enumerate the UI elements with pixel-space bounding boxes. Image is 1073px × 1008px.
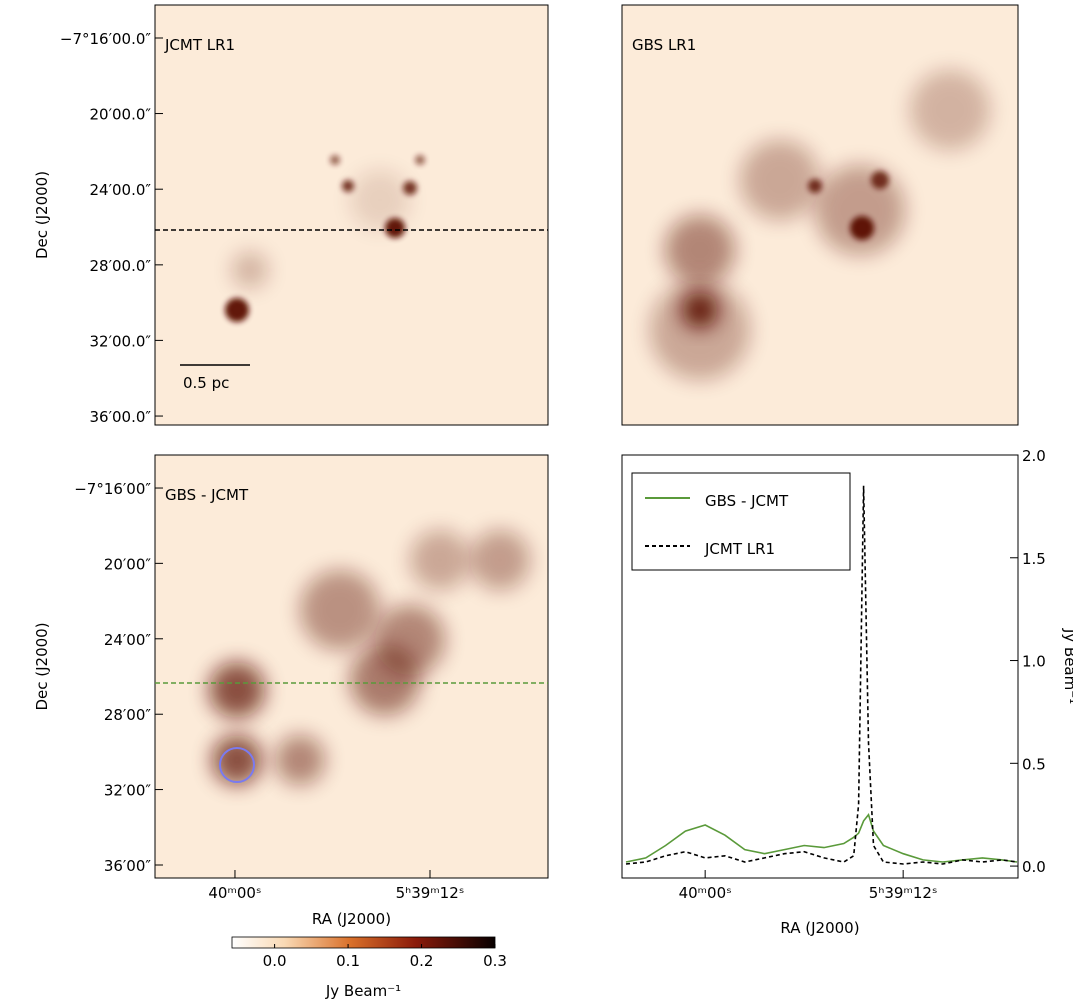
y-tick-label: 0.0 <box>1022 858 1046 876</box>
emission-blob <box>275 735 325 785</box>
image-background <box>155 5 548 425</box>
y-axis-label: Dec (J2000) <box>33 171 51 259</box>
y-tick-label: −7°16′00″ <box>74 480 151 498</box>
x-axis-label: RA (J2000) <box>312 910 391 928</box>
image-background <box>155 455 548 878</box>
y-tick-label: −7°16′00.0″ <box>60 30 152 48</box>
emission <box>225 155 425 322</box>
emission-blob <box>815 165 905 255</box>
y-tick-label: 32′00″ <box>104 782 152 800</box>
series-line <box>625 813 1018 863</box>
emission-blob <box>415 155 425 165</box>
panel-label: GBS LR1 <box>632 36 696 54</box>
colorbar-tick-label: 0.2 <box>410 952 434 970</box>
panel-label: JCMT LR1 <box>164 36 235 54</box>
emission-blob <box>375 605 445 675</box>
image-frame <box>154 454 549 879</box>
emission-blob <box>330 155 340 165</box>
image-frame <box>154 4 549 426</box>
y-axis-label: Jy Beam⁻¹ <box>1061 628 1073 704</box>
y-tick-label: 32′00.0″ <box>90 332 152 350</box>
y-tick-label: 2.0 <box>1022 447 1046 465</box>
y-tick-label: 0.5 <box>1022 755 1046 773</box>
emission <box>209 530 530 785</box>
emission-blob <box>665 215 735 285</box>
colorbar-tick-label: 0.1 <box>336 952 360 970</box>
y-axis-label: Dec (J2000) <box>33 622 51 710</box>
emission-blob <box>212 735 262 785</box>
y-tick-label: 36′00.0″ <box>90 408 152 426</box>
emission-blob <box>209 662 265 718</box>
y-tick-label: 24′00.0″ <box>90 181 152 199</box>
colorbar-label: Jy Beam⁻¹ <box>325 982 401 1000</box>
emission-blob <box>650 280 750 380</box>
legend-label: JCMT LR1 <box>704 540 775 558</box>
y-tick-label: 28′00.0″ <box>90 257 152 275</box>
x-axis-label: RA (J2000) <box>780 919 859 937</box>
x-tick-label: 40ᵐ00ˢ <box>679 884 732 902</box>
y-tick-label: 28′00″ <box>104 706 152 724</box>
y-tick-label: 20′00″ <box>104 555 152 573</box>
emission-blob <box>232 252 268 288</box>
emission-blob <box>350 170 410 230</box>
colorbar <box>231 936 496 949</box>
emission-blob <box>225 298 249 322</box>
legend-box <box>631 472 851 571</box>
legend-label: GBS - JCMT <box>705 492 789 510</box>
panel-label: GBS - JCMT <box>165 486 249 504</box>
emission-blob <box>410 530 470 590</box>
x-tick-label: 40ᵐ00ˢ <box>208 884 261 902</box>
y-tick-label: 1.5 <box>1022 550 1046 568</box>
emission-blob <box>300 570 380 650</box>
colorbar-tick-label: 0.3 <box>483 952 507 970</box>
x-tick-label: 5ʰ39ᵐ12ˢ <box>869 884 938 902</box>
scale-bar-label: 0.5 pc <box>183 374 229 392</box>
emission <box>650 70 990 380</box>
emission-blob <box>740 140 820 220</box>
y-tick-label: 20′00.0″ <box>90 106 152 124</box>
y-tick-label: 1.0 <box>1022 653 1046 671</box>
emission-blob <box>910 70 990 150</box>
image-frame <box>621 4 1019 426</box>
y-tick-label: 24′00″ <box>104 631 152 649</box>
y-tick-label: 36′00″ <box>104 857 152 875</box>
emission-blob <box>470 530 530 590</box>
source-circle <box>219 747 255 783</box>
emission-blob <box>342 180 354 192</box>
colorbar-tick-label: 0.0 <box>263 952 287 970</box>
series-line <box>625 485 1018 865</box>
x-tick-label: 5ʰ39ᵐ12ˢ <box>396 884 465 902</box>
